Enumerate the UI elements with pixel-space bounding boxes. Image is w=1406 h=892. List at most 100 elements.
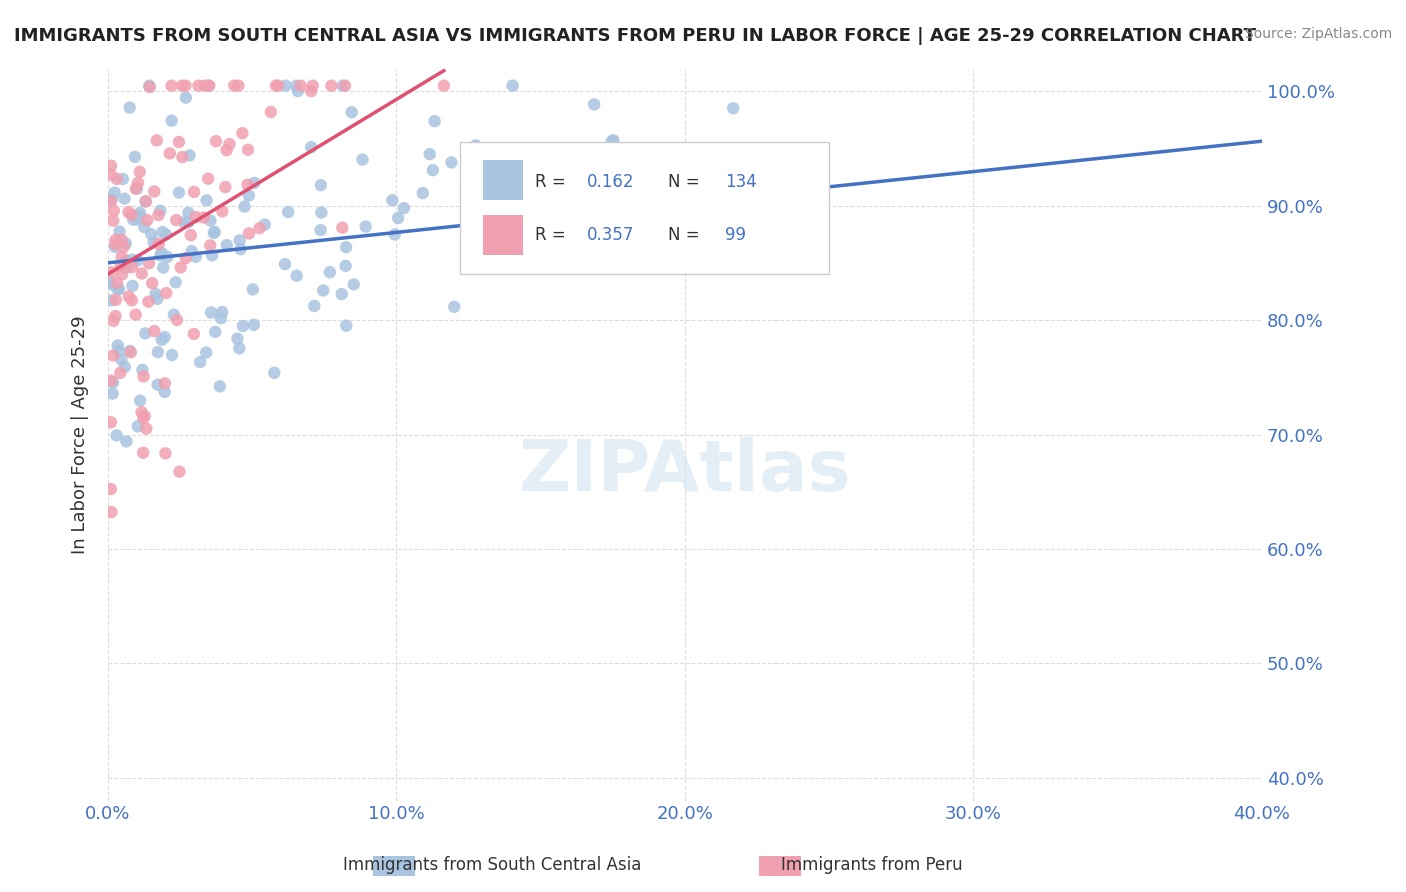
Point [155, 446, 177, 460]
Point [209, 311, 232, 326]
Point [423, 114, 446, 128]
Point [146, 377, 169, 392]
Point [215, 143, 238, 157]
Point [274, 257, 297, 271]
Point [304, 299, 326, 313]
Point [174, 251, 197, 265]
Point [138, 78, 160, 93]
Point [253, 218, 276, 232]
Point [311, 205, 333, 219]
Point [335, 259, 357, 273]
Point [149, 203, 172, 218]
Point [381, 194, 404, 208]
Point [153, 376, 176, 391]
FancyBboxPatch shape [484, 215, 523, 255]
Point [103, 203, 125, 218]
Point [183, 185, 205, 199]
Point [160, 78, 183, 93]
Point [412, 186, 434, 201]
Point [110, 259, 132, 273]
Point [260, 105, 283, 120]
Point [121, 278, 143, 293]
Point [232, 318, 254, 333]
Point [135, 194, 157, 209]
Point [129, 393, 152, 408]
Point [285, 78, 308, 93]
Point [143, 185, 166, 199]
Point [132, 369, 155, 384]
Point [155, 286, 177, 301]
Point [159, 146, 181, 161]
Point [352, 153, 374, 167]
Point [201, 248, 224, 262]
Point [172, 150, 194, 164]
Point [243, 176, 266, 190]
Point [100, 194, 122, 209]
Point [103, 349, 125, 363]
Point [110, 352, 132, 367]
Point [100, 168, 122, 182]
Point [141, 227, 163, 242]
Point [180, 228, 202, 243]
Point [104, 240, 127, 254]
Point [143, 324, 166, 338]
Point [127, 253, 149, 268]
Point [214, 180, 236, 194]
FancyBboxPatch shape [484, 160, 523, 201]
Text: N =: N = [668, 173, 704, 191]
Point [330, 220, 353, 235]
Point [156, 250, 179, 264]
Point [115, 253, 138, 268]
Text: ZIPAtlas: ZIPAtlas [519, 437, 851, 506]
Point [107, 282, 129, 296]
Point [132, 411, 155, 425]
Point [531, 142, 554, 156]
Point [100, 415, 122, 429]
Point [160, 348, 183, 362]
Point [600, 134, 623, 148]
Point [166, 313, 188, 327]
Point [247, 221, 270, 235]
Point [163, 308, 186, 322]
Point [120, 345, 142, 359]
Point [104, 237, 127, 252]
Point [100, 265, 122, 279]
Point [153, 384, 176, 399]
Point [148, 237, 170, 252]
Point [226, 332, 249, 346]
Point [188, 355, 211, 369]
Point [583, 97, 606, 112]
Text: R =: R = [534, 173, 571, 191]
Point [184, 210, 207, 224]
Point [285, 268, 308, 283]
Point [107, 338, 129, 352]
Point [264, 78, 287, 93]
Point [602, 133, 624, 147]
Point [204, 225, 226, 239]
Point [131, 405, 153, 419]
Point [183, 326, 205, 341]
Text: 0.162: 0.162 [586, 173, 634, 191]
Point [129, 206, 152, 220]
Point [169, 465, 191, 479]
Point [165, 275, 187, 289]
Point [165, 213, 187, 227]
Point [149, 248, 172, 262]
Point [200, 305, 222, 319]
Point [392, 201, 415, 215]
Point [343, 277, 366, 292]
Point [354, 219, 377, 234]
Point [224, 78, 246, 93]
Point [100, 159, 122, 173]
Point [138, 294, 160, 309]
Point [100, 277, 122, 292]
Point [198, 78, 221, 93]
Point [195, 194, 218, 208]
Point [228, 233, 250, 247]
Point [167, 135, 190, 149]
Point [127, 176, 149, 190]
Point [443, 300, 465, 314]
Point [267, 78, 290, 93]
Point [218, 137, 240, 152]
Point [299, 84, 322, 98]
